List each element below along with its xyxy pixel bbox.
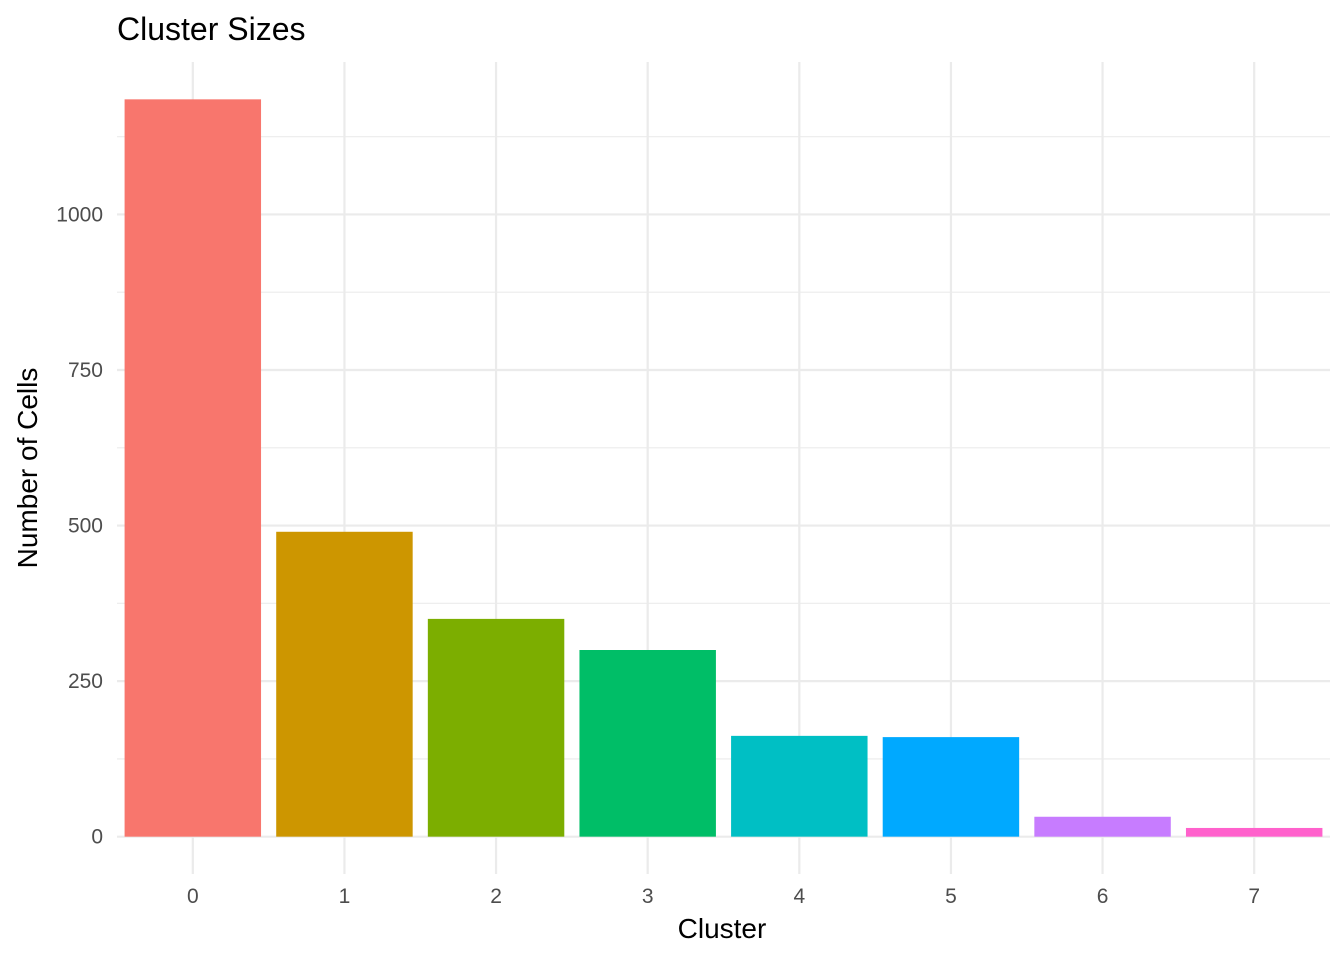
x-tick-label: 4 [793,885,805,908]
x-tick-label: 0 [187,885,199,908]
x-tick-label: 1 [339,885,351,908]
bar-cluster-0 [124,99,262,837]
bar-cluster-5 [882,737,1020,837]
bar-cluster-2 [427,618,565,837]
x-axis-tick-labels: 0 1 2 3 4 5 6 7 [187,885,1260,908]
x-axis-title: Cluster [678,913,767,944]
y-tick-label: 0 [91,826,103,849]
y-tick-label: 750 [68,359,103,382]
x-tick-label: 2 [490,885,502,908]
x-tick-label: 5 [945,885,957,908]
bar-cluster-7 [1185,827,1323,837]
bar-cluster-4 [731,735,868,837]
y-tick-label: 250 [68,670,103,693]
x-tick-label: 6 [1097,885,1109,908]
bars [124,99,1323,837]
y-axis-tick-labels: 0 250 500 750 1000 [56,203,103,848]
bar-cluster-1 [276,531,413,837]
chart-title: Cluster Sizes [117,11,306,47]
y-axis-title: Number of Cells [12,368,43,569]
x-tick-label: 7 [1248,885,1260,908]
y-tick-label: 500 [68,515,103,538]
x-tick-label: 3 [642,885,654,908]
y-tick-label: 1000 [56,203,103,226]
bar-cluster-3 [579,650,716,837]
bar-cluster-6 [1034,816,1171,837]
